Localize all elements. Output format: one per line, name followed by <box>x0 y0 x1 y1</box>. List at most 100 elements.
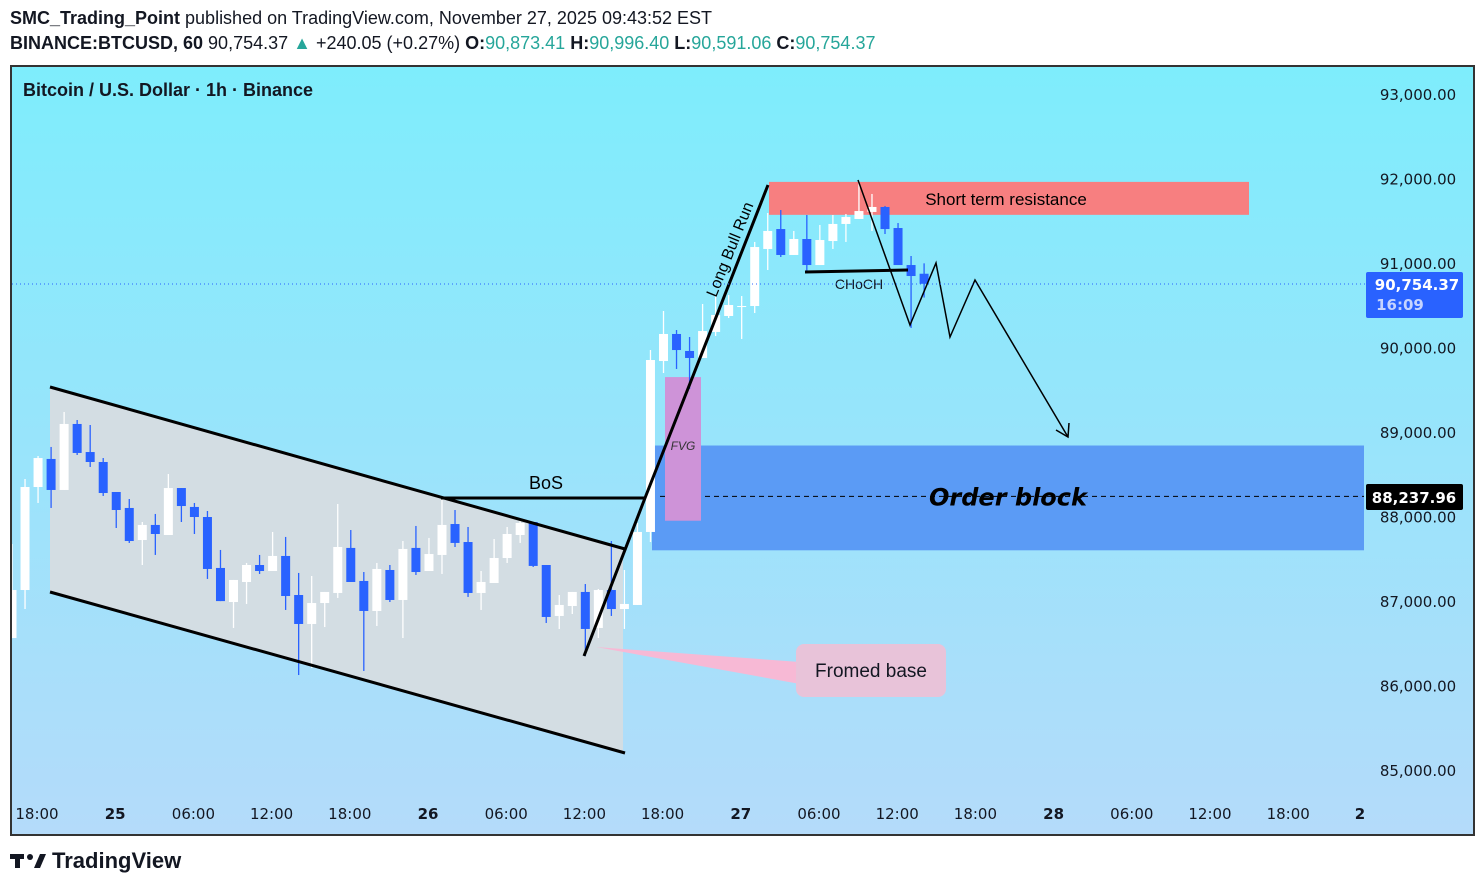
candle-body <box>242 565 252 582</box>
candle-body <box>137 524 147 540</box>
projection-zigzag <box>857 179 1069 438</box>
x-tick-label: 18:00 <box>15 805 58 823</box>
candle <box>281 536 291 610</box>
base-callout-box <box>796 644 946 697</box>
candle <box>320 591 330 628</box>
candle-body <box>333 547 343 593</box>
candle-body <box>202 517 212 569</box>
candle-body <box>46 458 56 490</box>
x-tick-label: 12:00 <box>250 805 293 823</box>
symbol-line: BINANCE:BTCUSD, 60 90,754.37 ▲ +240.05 (… <box>10 33 875 54</box>
candle <box>606 541 616 616</box>
candle-body <box>750 247 760 307</box>
candle-body <box>698 331 708 358</box>
candle <box>150 513 160 555</box>
open-label: O: <box>465 33 486 53</box>
candle-body <box>294 595 304 624</box>
candle <box>880 205 890 235</box>
x-tick-label: 18:00 <box>954 805 997 823</box>
candle-body <box>619 603 629 610</box>
candle <box>163 473 173 536</box>
x-tick-label: 12:00 <box>1188 805 1231 823</box>
candle-body <box>437 524 447 555</box>
publish-info: published on TradingView.com, November 2… <box>185 8 713 28</box>
base-callout-pointer <box>596 647 800 684</box>
high-value: 90,996.40 <box>589 33 670 53</box>
candle-body <box>85 452 95 462</box>
candle-body <box>659 333 668 362</box>
candle <box>215 549 225 602</box>
candle-body <box>880 206 890 230</box>
y-tick-label: 85,000.00 <box>1380 762 1456 780</box>
candle-body <box>854 211 864 219</box>
candle <box>189 502 199 534</box>
candle-body <box>33 458 43 488</box>
candle-body <box>59 423 69 490</box>
candle <box>46 446 56 508</box>
candle <box>333 503 343 598</box>
candle <box>724 295 734 319</box>
candle <box>450 509 460 548</box>
candle <box>867 193 877 231</box>
candle-body <box>867 206 877 212</box>
candle <box>828 215 838 249</box>
candle-body <box>685 350 695 358</box>
candle-body <box>593 590 603 628</box>
candle <box>463 526 473 597</box>
candle-body <box>163 488 173 536</box>
candle <box>359 572 369 671</box>
candle <box>202 511 212 579</box>
base-callout-text: Fromed base <box>815 661 927 682</box>
y-tick-label: 92,000.00 <box>1380 171 1456 189</box>
fvg-label: FVG <box>671 439 696 453</box>
candle-body <box>463 542 473 593</box>
candle-body <box>150 524 160 534</box>
tradingview-logo[interactable]: TradingView <box>10 848 181 874</box>
current-price-tag <box>1366 272 1463 318</box>
channel-upper-line <box>49 385 626 551</box>
y-tick-label: 86,000.00 <box>1380 678 1456 696</box>
candle <box>554 595 564 629</box>
candle <box>59 411 69 490</box>
choch-line <box>804 268 909 274</box>
brand-name: TradingView <box>52 848 182 873</box>
candle-body <box>515 523 525 536</box>
x-tick-label: 12:00 <box>876 805 919 823</box>
candle-body <box>554 604 564 616</box>
countdown: 16:09 <box>1376 296 1424 314</box>
publish-line: SMC_Trading_Point published on TradingVi… <box>10 8 712 29</box>
chart-title: Bitcoin / U.S. Dollar · 1h · Binance <box>23 80 314 100</box>
candle <box>593 589 603 639</box>
candle <box>124 499 134 543</box>
candle <box>411 525 421 575</box>
y-tick-label: 89,000.00 <box>1380 424 1456 442</box>
x-tick-label: 27 <box>730 805 751 823</box>
candle <box>672 330 682 369</box>
bull-run-label: Long Bull Run <box>704 200 757 300</box>
x-tick-label: 25 <box>105 805 126 823</box>
candle-body <box>567 591 577 606</box>
candle <box>645 350 655 543</box>
candle <box>424 537 434 572</box>
bos-label: BoS <box>529 473 563 493</box>
author-name[interactable]: SMC_Trading_Point <box>10 8 181 28</box>
candle <box>398 541 408 639</box>
candle-body <box>893 228 903 266</box>
candle <box>489 538 499 584</box>
candle-body <box>98 461 108 494</box>
last-price: 90,754.37 <box>208 33 289 53</box>
candle <box>567 591 577 615</box>
bull-run-line <box>582 184 770 657</box>
candle <box>72 420 82 455</box>
candle-body <box>672 333 682 351</box>
arrow-head-icon <box>1055 422 1070 439</box>
candle-body <box>359 580 369 611</box>
candle <box>802 215 812 272</box>
x-tick-label: 18:00 <box>1267 805 1310 823</box>
open-value: 90,873.41 <box>485 33 566 53</box>
x-tick-label: 12:00 <box>563 805 606 823</box>
candle-body <box>111 491 121 510</box>
order-block-price: 88,237.96 <box>1372 489 1456 507</box>
candle <box>906 255 916 328</box>
